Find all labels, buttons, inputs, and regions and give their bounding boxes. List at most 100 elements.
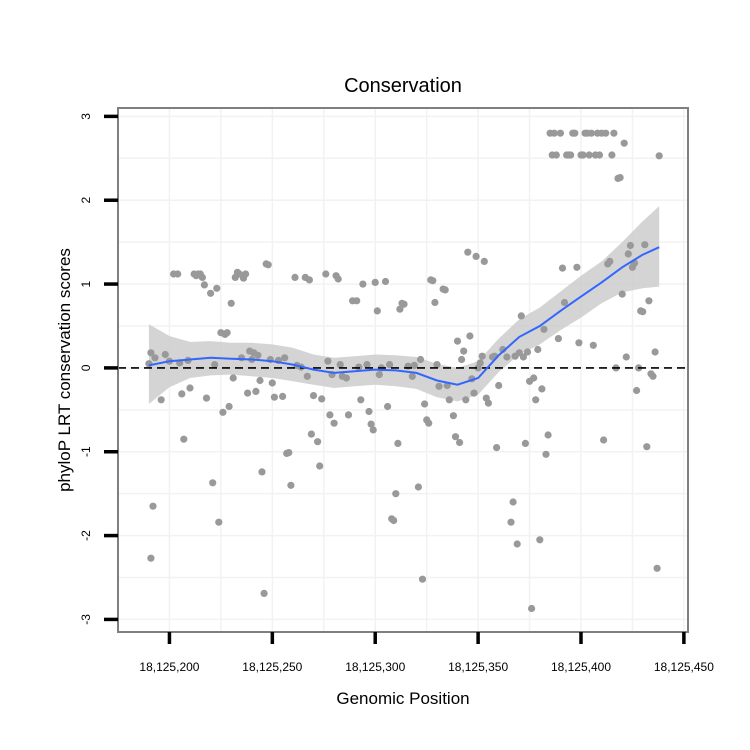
x-tick-label: 18,125,350 — [448, 660, 508, 674]
data-point — [211, 361, 219, 369]
data-point — [394, 439, 402, 447]
data-point — [369, 426, 377, 434]
data-point — [200, 281, 208, 289]
data-point — [256, 376, 264, 385]
data-point — [626, 241, 635, 250]
data-point — [157, 396, 165, 404]
data-point — [558, 264, 567, 272]
data-point — [470, 389, 478, 397]
y-tick-label: -1 — [79, 446, 93, 457]
data-point — [418, 575, 427, 583]
data-point — [645, 297, 653, 305]
data-point — [334, 275, 342, 283]
data-point — [517, 312, 525, 320]
data-point — [371, 278, 379, 286]
data-point — [309, 392, 318, 400]
data-point — [579, 151, 587, 159]
data-point — [538, 385, 546, 393]
data-point — [225, 402, 233, 411]
data-point — [344, 411, 353, 419]
data-point — [381, 277, 390, 286]
data-point — [375, 371, 383, 379]
data-point — [462, 396, 470, 404]
data-point — [431, 298, 439, 307]
data-point — [528, 604, 536, 613]
data-point — [174, 270, 182, 278]
data-point — [258, 468, 266, 476]
data-point — [480, 257, 488, 265]
data-point — [244, 389, 252, 397]
data-point — [633, 386, 641, 395]
data-point — [151, 354, 159, 362]
data-point — [355, 363, 363, 371]
data-point — [242, 270, 250, 278]
data-point — [618, 290, 626, 298]
data-point — [392, 490, 400, 498]
data-point — [429, 277, 437, 285]
data-point — [390, 516, 398, 525]
data-point — [503, 353, 511, 361]
data-point — [476, 359, 484, 367]
data-point — [285, 449, 293, 457]
data-point — [641, 241, 649, 249]
data-point — [268, 379, 276, 387]
data-point — [600, 436, 608, 444]
x-tick-label: 18,125,300 — [345, 660, 405, 674]
data-point — [622, 353, 630, 361]
data-point — [252, 387, 260, 395]
data-point — [585, 151, 593, 159]
data-point — [384, 402, 392, 411]
data-point — [260, 589, 268, 598]
data-point — [556, 129, 565, 137]
data-point — [453, 337, 462, 345]
data-point — [445, 396, 453, 404]
data-point — [363, 361, 371, 369]
data-point — [587, 129, 595, 137]
data-point — [575, 339, 583, 347]
data-point — [207, 289, 215, 297]
data-point — [560, 298, 569, 307]
data-point — [227, 299, 235, 307]
data-point — [287, 481, 295, 489]
data-point — [303, 372, 311, 380]
data-point — [602, 129, 610, 137]
data-point — [519, 353, 528, 361]
data-point — [178, 390, 186, 398]
data-point — [495, 381, 503, 390]
data-point — [509, 498, 517, 506]
data-point — [223, 329, 231, 337]
y-tick-label: -3 — [79, 614, 93, 625]
y-tick-label: 0 — [79, 364, 93, 371]
data-point — [215, 518, 223, 526]
data-point — [353, 297, 361, 305]
data-point — [396, 305, 404, 313]
data-point — [386, 361, 394, 369]
data-point — [202, 394, 211, 402]
data-point — [595, 151, 604, 159]
data-point — [521, 439, 530, 447]
data-point — [460, 347, 468, 355]
data-point — [316, 462, 324, 470]
data-point — [318, 395, 326, 403]
x-axis: 18,125,200 18,125,250 18,125,300 18,125,350… — [139, 632, 714, 674]
data-point — [513, 540, 521, 548]
data-point — [307, 430, 315, 438]
data-point — [305, 276, 313, 284]
x-axis-title: Genomic Position — [336, 689, 469, 708]
data-point — [264, 261, 272, 269]
data-point — [314, 438, 322, 446]
data-point — [542, 450, 550, 458]
data-point — [336, 361, 344, 369]
data-point — [573, 263, 581, 271]
data-point — [357, 396, 365, 404]
smooth-line — [148, 246, 660, 386]
data-point — [326, 411, 334, 419]
confidence-ribbon — [148, 206, 660, 404]
data-point — [449, 412, 457, 420]
data-point — [324, 357, 332, 365]
data-point — [523, 348, 532, 356]
data-point — [493, 444, 501, 452]
data-point — [616, 174, 624, 182]
x-tick-label: 18,125,400 — [551, 660, 611, 674]
y-tick-label: -2 — [79, 530, 93, 541]
